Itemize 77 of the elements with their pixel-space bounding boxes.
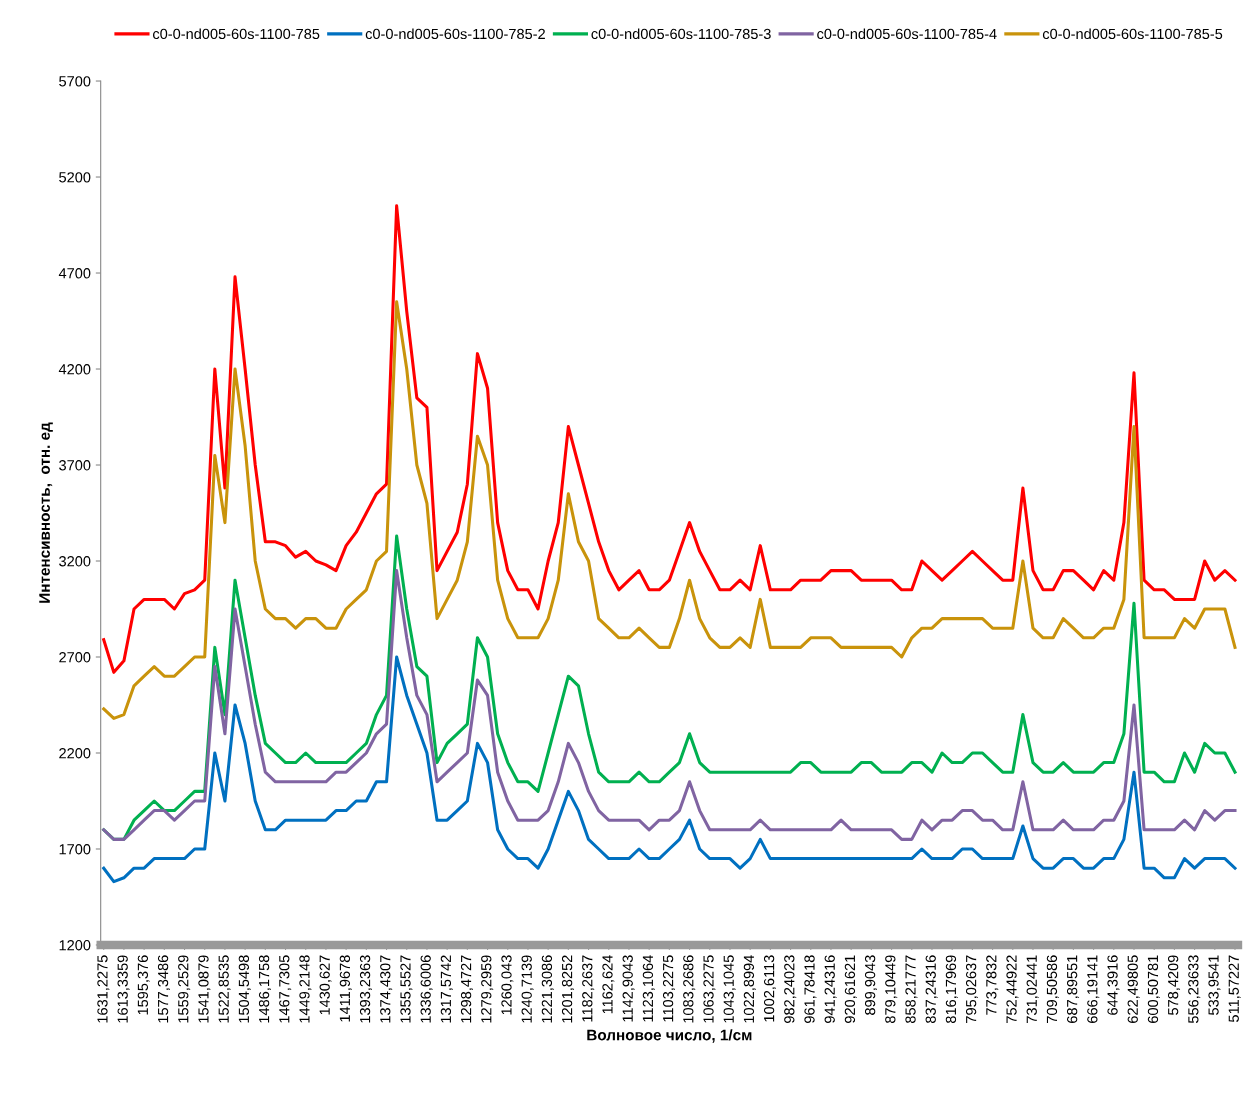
x-tick-label: 1201,8252 [561, 955, 574, 1023]
x-tick-label: 1522,8535 [218, 955, 231, 1023]
x-tick-label: 1279,2959 [481, 955, 494, 1023]
x-tick-label: 666,19141 [1087, 955, 1100, 1023]
x-tick-label: 1577,3486 [157, 955, 170, 1023]
legend-label: c0-0-nd005-60s-1100-785-2 [365, 28, 545, 40]
x-tick-label: 1182,2637 [582, 955, 595, 1022]
x-tick-label: 982,24023 [784, 955, 797, 1023]
y-tick-label: 2200 [59, 748, 91, 759]
x-tick-label: 556,23633 [1188, 955, 1201, 1024]
x-tick-label: 920,61621 [844, 955, 857, 1023]
y-tick-label: 5700 [59, 76, 91, 87]
x-tick-label: 533,9541 [1208, 955, 1221, 1015]
x-tick-label: 1411,9678 [339, 955, 352, 1022]
x-tick-label: 1103,2275 [662, 955, 675, 1022]
x-tick-label: 1336,6006 [420, 955, 433, 1023]
x-tick-label: 858,21777 [905, 955, 918, 1023]
x-tick-label: 961,78418 [804, 955, 817, 1023]
x-tick-label: 816,17969 [945, 955, 958, 1023]
line-series [102, 300, 1237, 720]
legend-label: c0-0-nd005-60s-1100-785-4 [817, 28, 997, 40]
x-tick-label: 1317,5742 [440, 955, 453, 1023]
x-tick-label: 731,02441 [1026, 955, 1039, 1023]
x-tick-label: 1162,624 [602, 955, 615, 1014]
y-tick-label: 3700 [59, 460, 91, 471]
x-tick-label: 879,10449 [885, 955, 898, 1023]
x-tick-label: 1486,1758 [258, 955, 271, 1023]
line-series [102, 655, 1237, 884]
legend-label: c0-0-nd005-60s-1100-785-3 [591, 28, 771, 40]
x-tick-label: 1393,2363 [359, 955, 372, 1023]
x-tick-label: 1240,7139 [521, 955, 534, 1023]
y-tick-label: 5200 [59, 172, 91, 183]
x-tick-label: 1002,6113 [763, 955, 776, 1022]
x-tick-label: 1142,9043 [622, 955, 635, 1022]
x-tick-label: 1631,2275 [97, 955, 110, 1023]
x-tick-label: 1467,7305 [279, 955, 292, 1023]
x-tick-label: 644,3916 [1107, 955, 1120, 1015]
x-tick-label: 773,7832 [986, 955, 999, 1015]
y-tick-label: 1200 [59, 940, 91, 951]
x-tick-label: 1260,043 [501, 955, 514, 1015]
x-tick-label: 709,50586 [1046, 955, 1059, 1023]
x-tick-label: 1449,2148 [299, 955, 312, 1023]
x-tick-label: 1298,4727 [460, 955, 473, 1023]
x-tick-label: 837,24316 [925, 955, 938, 1023]
x-tick-label: 622,49805 [1127, 955, 1140, 1023]
x-tick-label: 941,24316 [824, 955, 837, 1023]
x-tick-label: 1595,376 [137, 955, 150, 1015]
y-tick-label: 4200 [58, 364, 91, 375]
x-tick-label: 899,9043 [864, 955, 878, 1015]
y-axis-title: Интенсивность, отн. ед [39, 422, 53, 603]
x-tick-label: 1043,1045 [723, 955, 736, 1023]
x-tick-label: 1083,2686 [683, 955, 696, 1023]
x-tick-label: 1541,0879 [198, 955, 211, 1023]
x-tick-label: 1374,4307 [380, 955, 393, 1023]
y-tick-label: 3200 [59, 556, 91, 567]
legend-label: c0-0-nd005-60s-1100-785-5 [1042, 28, 1223, 40]
y-tick-label: 2700 [59, 652, 91, 663]
x-tick-label: 1063,2275 [703, 955, 716, 1023]
x-tick-label: 752,44922 [1006, 955, 1019, 1023]
line-series [102, 204, 1237, 674]
x-axis-title: Волновое число, 1/см [587, 1029, 752, 1043]
x-tick-label: 600,50781 [1147, 955, 1160, 1023]
x-tick-label: 1355,5527 [400, 955, 413, 1023]
x-tick-label: 1504,5498 [238, 955, 251, 1023]
y-tick-label: 4700 [58, 268, 91, 279]
x-tick-label: 511,57227 [1228, 955, 1241, 1022]
x-tick-label: 1559,2529 [178, 955, 191, 1023]
x-tick-label: 578,4209 [1167, 955, 1181, 1015]
legend-label: c0-0-nd005-60s-1100-785 [153, 28, 320, 40]
x-tick-label: 1430,627 [319, 955, 332, 1015]
x-tick-label: 687,89551 [1066, 955, 1080, 1023]
x-tick-label: 1221,3086 [541, 955, 554, 1023]
x-tick-label: 1022,8994 [743, 955, 756, 1023]
x-tick-label: 1613,3359 [117, 955, 130, 1023]
x-tick-label: 795,02637 [965, 955, 979, 1023]
x-tick-label: 1123,1064 [642, 955, 655, 1022]
y-tick-label: 1700 [59, 844, 91, 855]
